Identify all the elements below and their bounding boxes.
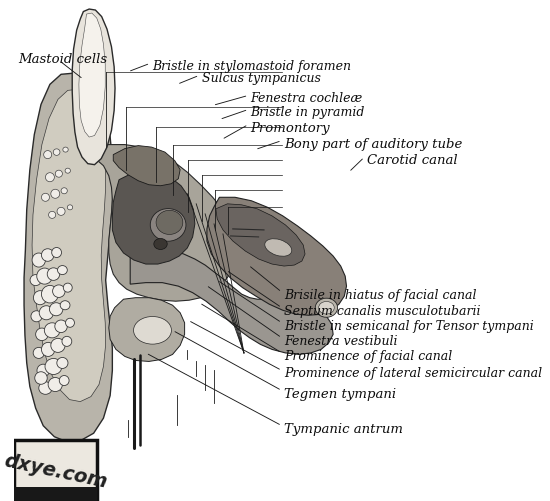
- Ellipse shape: [45, 359, 62, 375]
- Ellipse shape: [43, 151, 52, 159]
- Ellipse shape: [52, 248, 62, 258]
- Ellipse shape: [55, 321, 67, 333]
- Ellipse shape: [265, 239, 292, 257]
- Ellipse shape: [35, 372, 47, 385]
- Ellipse shape: [57, 208, 65, 216]
- Text: Carotid canal: Carotid canal: [367, 154, 457, 167]
- Text: Fenestra cochleæ: Fenestra cochleæ: [251, 92, 363, 105]
- Ellipse shape: [63, 148, 68, 153]
- Ellipse shape: [154, 239, 167, 250]
- Polygon shape: [130, 246, 333, 355]
- Ellipse shape: [41, 194, 50, 202]
- Ellipse shape: [33, 348, 45, 359]
- Ellipse shape: [60, 301, 70, 310]
- Ellipse shape: [65, 319, 74, 328]
- Text: Bony part of auditory tube: Bony part of auditory tube: [284, 138, 463, 151]
- Ellipse shape: [57, 358, 68, 369]
- Ellipse shape: [48, 212, 56, 219]
- Ellipse shape: [318, 302, 334, 315]
- Text: Tegmen tympani: Tegmen tympani: [284, 387, 396, 400]
- Ellipse shape: [156, 211, 183, 235]
- Ellipse shape: [58, 266, 67, 275]
- Text: Septum canalis musculotubarii: Septum canalis musculotubarii: [284, 304, 481, 317]
- Ellipse shape: [150, 209, 186, 241]
- Polygon shape: [79, 14, 105, 138]
- Ellipse shape: [62, 337, 72, 347]
- Ellipse shape: [39, 306, 53, 320]
- Ellipse shape: [47, 269, 60, 281]
- Ellipse shape: [50, 303, 63, 316]
- Ellipse shape: [36, 329, 48, 341]
- Polygon shape: [113, 146, 180, 186]
- Ellipse shape: [41, 286, 58, 303]
- Text: Brisile in hiatus of facial canal: Brisile in hiatus of facial canal: [284, 288, 476, 301]
- FancyBboxPatch shape: [14, 440, 97, 501]
- Ellipse shape: [41, 343, 55, 357]
- Polygon shape: [32, 90, 106, 402]
- Polygon shape: [24, 74, 113, 442]
- Text: Prominence of facial canal: Prominence of facial canal: [284, 349, 452, 362]
- Ellipse shape: [46, 173, 54, 182]
- Ellipse shape: [61, 188, 67, 194]
- Text: Promontory: Promontory: [251, 121, 330, 134]
- Ellipse shape: [45, 323, 60, 338]
- Ellipse shape: [63, 284, 72, 293]
- Ellipse shape: [53, 285, 65, 298]
- Ellipse shape: [41, 249, 54, 262]
- Ellipse shape: [48, 378, 62, 392]
- Ellipse shape: [31, 311, 42, 322]
- Ellipse shape: [134, 317, 172, 345]
- Polygon shape: [72, 10, 115, 165]
- Ellipse shape: [59, 376, 69, 386]
- Ellipse shape: [39, 382, 52, 395]
- Ellipse shape: [34, 291, 47, 305]
- Text: Tympanic antrum: Tympanic antrum: [284, 422, 403, 435]
- Text: dxye.com: dxye.com: [2, 450, 109, 490]
- Ellipse shape: [315, 299, 338, 318]
- Ellipse shape: [67, 205, 73, 210]
- Polygon shape: [109, 298, 185, 362]
- Ellipse shape: [32, 254, 46, 268]
- Polygon shape: [84, 145, 236, 302]
- Text: Sulcus tympanicus: Sulcus tympanicus: [201, 72, 321, 85]
- Polygon shape: [207, 198, 346, 316]
- Polygon shape: [112, 171, 195, 265]
- Text: Mastoid cells: Mastoid cells: [19, 53, 108, 66]
- Ellipse shape: [30, 275, 41, 286]
- FancyBboxPatch shape: [14, 487, 97, 501]
- Text: Prominence of lateral semicircular canal: Prominence of lateral semicircular canal: [284, 367, 542, 380]
- Ellipse shape: [37, 365, 50, 377]
- Text: Fenestra vestibuli: Fenestra vestibuli: [284, 334, 398, 347]
- Text: Bristle in pyramid: Bristle in pyramid: [251, 106, 365, 119]
- Ellipse shape: [37, 269, 52, 285]
- Ellipse shape: [65, 169, 70, 174]
- Ellipse shape: [51, 190, 60, 199]
- Text: Bristle in semicanal for Tensor tympani: Bristle in semicanal for Tensor tympani: [284, 319, 534, 332]
- Polygon shape: [216, 204, 305, 267]
- Ellipse shape: [53, 149, 60, 156]
- Ellipse shape: [51, 339, 65, 353]
- Ellipse shape: [55, 171, 62, 178]
- Text: Bristle in stylomastoid foramen: Bristle in stylomastoid foramen: [152, 60, 351, 73]
